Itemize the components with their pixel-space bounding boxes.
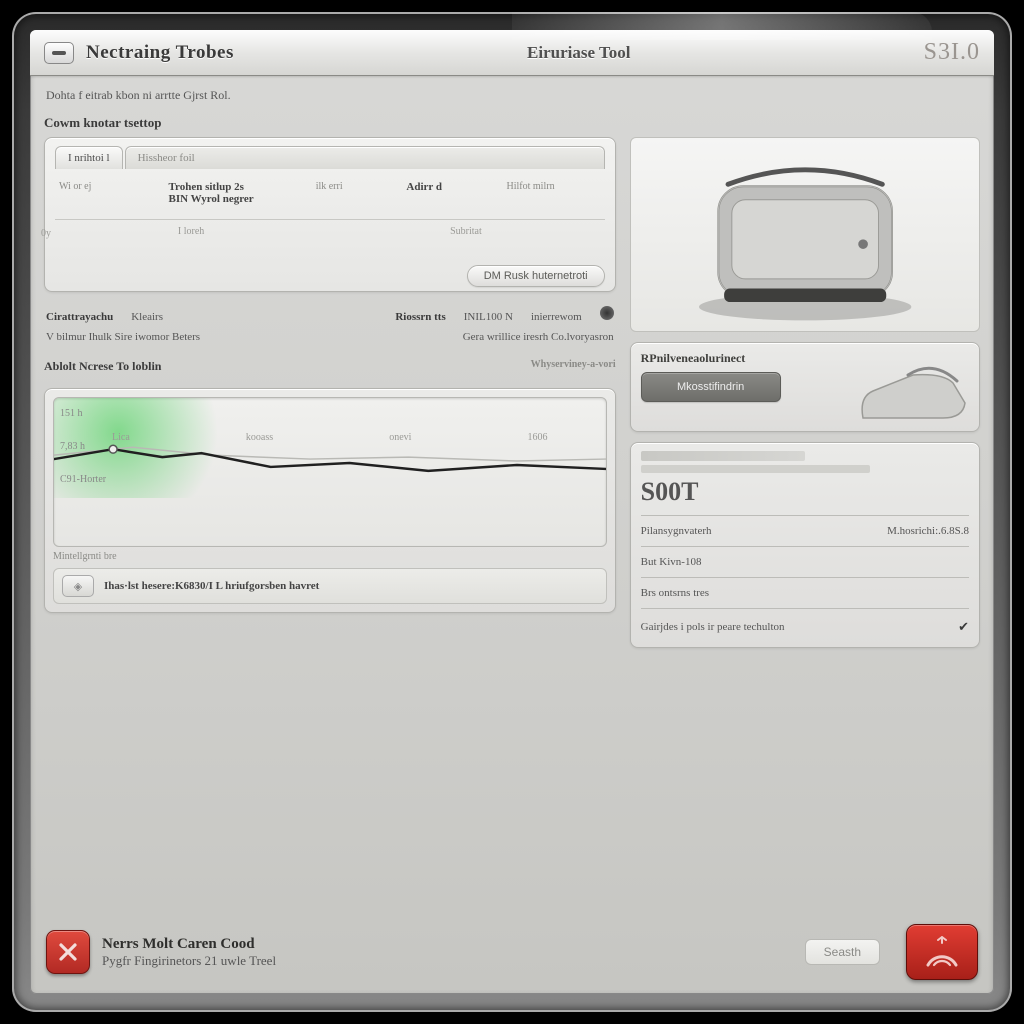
- info3: Brs ontsrns tres: [641, 587, 709, 599]
- mid-line2b: Gera wrillice iresrh Co.lvoryasron: [463, 331, 614, 343]
- chart-area: 151 h 7,83 h C91-Horter Lica kooass onev…: [53, 397, 607, 547]
- chart-sub: Whyserviney-a-vori: [531, 359, 616, 374]
- search-button[interactable]: Seasth: [805, 939, 880, 965]
- footer-line2: Pygfr Fingirinetors 21 uwle Treel: [102, 953, 276, 969]
- appliance-icon: [631, 138, 979, 331]
- info1-v: M.hosrichi:.6.8S.8: [887, 525, 969, 537]
- chart-badge-icon: ◈: [62, 575, 94, 597]
- intro-text: Dohta f eitrab kbon ni arrtte Gjrst Rol.: [44, 86, 980, 103]
- col-a: Wi or ej: [59, 181, 163, 192]
- chart-title: Ablolt Ncrese To loblin: [44, 359, 161, 374]
- info-meta-2: [641, 465, 871, 473]
- settings-panel: I nrihtoi l Hissheor foil Wi or ej Trohe…: [44, 137, 616, 292]
- close-button[interactable]: [46, 930, 90, 974]
- kv2-key: Riossrn tts: [395, 311, 445, 323]
- info-meta-1: [641, 451, 805, 461]
- kv1-key: Cirattrayachu: [46, 311, 113, 323]
- mid-kv: Cirattrayachu Kleairs Riossrn tts INIL10…: [44, 302, 616, 347]
- footer-text: Nerrs Molt Caren Cood Pygfr Fingirinetor…: [102, 936, 276, 969]
- dot-icon: [600, 306, 614, 320]
- chart-footer: ◈ Ihas·lst hesere:K6830/I L hriufgorsben…: [53, 568, 607, 604]
- price: S00T: [641, 477, 969, 507]
- panel-action-button[interactable]: DM Rusk huternetroti: [467, 265, 605, 287]
- mid-line2a: V bilmur Ihulk Sire iwomor Beters: [46, 331, 200, 343]
- iron-icon: [853, 363, 973, 433]
- footer: Nerrs Molt Caren Cood Pygfr Fingirinetor…: [44, 918, 980, 982]
- chart-svg: [54, 398, 606, 546]
- tab-secondary[interactable]: Hissheor foil: [125, 146, 605, 169]
- titlebar: Nectraing Trobes Eiruriase Tool S3I.0: [30, 30, 994, 76]
- col-e: Hilfot milrn: [507, 181, 601, 192]
- col-b: Trohen sitlup 2s BIN Wyrol negrer: [169, 181, 310, 205]
- app-title: Nectraing Trobes: [86, 42, 234, 64]
- left-column: I nrihtoi l Hissheor foil Wi or ej Trohe…: [44, 137, 616, 912]
- right-column: RPnilveneaolurinect Mkosstifindrin S00T: [630, 137, 980, 912]
- info1-k: Pilansygnvaterh: [641, 525, 712, 537]
- alarm-button[interactable]: [906, 924, 978, 980]
- col-c: ilk erri: [316, 181, 401, 192]
- close-icon: [57, 941, 79, 963]
- check-icon[interactable]: ✔: [958, 619, 969, 635]
- side-action-panel: RPnilveneaolurinect Mkosstifindrin: [630, 342, 980, 432]
- chart-footer-label: Mintellgrnti bre: [53, 551, 607, 562]
- info-panel: S00T Pilansygnvaterh M.hosrichi:.6.8S.8 …: [630, 442, 980, 648]
- kv2-val: INIL100 N: [464, 311, 513, 323]
- kv1-val: Kleairs: [131, 311, 163, 323]
- side-button[interactable]: Mkosstifindrin: [641, 372, 781, 402]
- kv3: inierrewom: [531, 311, 582, 323]
- device-bezel: Nectraing Trobes Eiruriase Tool S3I.0 Do…: [12, 12, 1012, 1012]
- header-center: Eiruriase Tool: [234, 43, 924, 63]
- chart-footer-text: Ihas·lst hesere:K6830/I L hriufgorsben h…: [104, 580, 319, 592]
- product-image: [630, 137, 980, 332]
- header-version: S3I.0: [924, 39, 980, 66]
- footer-line1: Nerrs Molt Caren Cood: [102, 936, 276, 953]
- screen: Nectraing Trobes Eiruriase Tool S3I.0 Do…: [30, 30, 994, 994]
- alarm-icon: [922, 935, 962, 969]
- settings-heading: Cowm knotar tsettop: [44, 115, 980, 131]
- mini-axis: 0y I loreh Subritat: [55, 219, 605, 259]
- info2: But Kivn-108: [641, 556, 702, 568]
- chart-panel: 151 h 7,83 h C91-Horter Lica kooass onev…: [44, 388, 616, 613]
- content: Dohta f eitrab kbon ni arrtte Gjrst Rol.…: [30, 76, 994, 994]
- tab-primary[interactable]: I nrihtoi l: [55, 146, 123, 169]
- app-icon: [44, 42, 74, 64]
- settings-grid: Wi or ej Trohen sitlup 2s BIN Wyrol negr…: [55, 175, 605, 211]
- col-d: Adirr d: [406, 181, 500, 193]
- check-label: Gairjdes i pols ir peare techulton: [641, 621, 785, 633]
